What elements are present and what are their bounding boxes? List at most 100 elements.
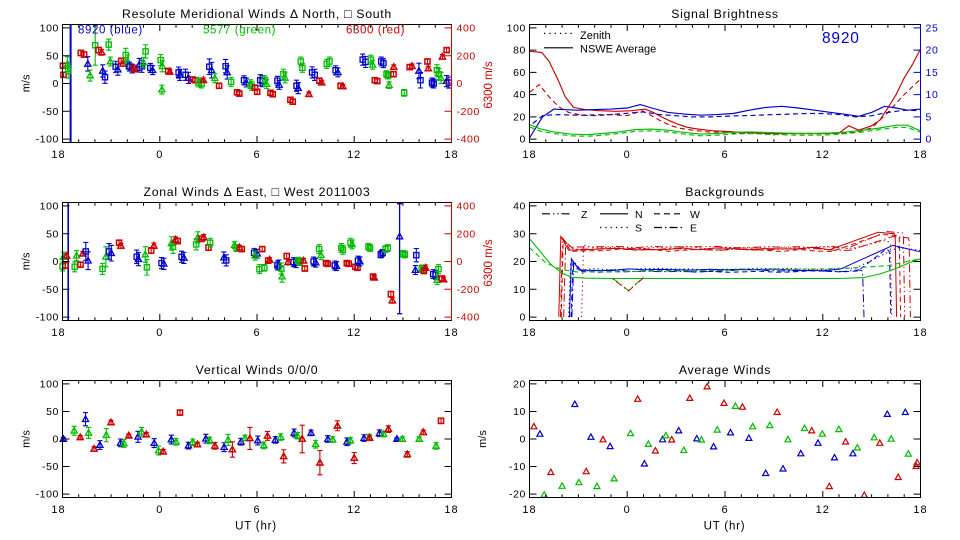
svg-text:N: N	[635, 209, 643, 221]
svg-text:m/s: m/s	[21, 252, 33, 270]
svg-text:18: 18	[51, 327, 65, 339]
svg-text:100: 100	[507, 23, 526, 35]
svg-text:18: 18	[913, 327, 927, 339]
svg-text:5: 5	[926, 112, 932, 124]
svg-text:Z: Z	[581, 209, 588, 221]
svg-text:0: 0	[926, 134, 932, 146]
svg-text:12: 12	[816, 149, 830, 161]
svg-text:NSWE Average: NSWE Average	[580, 44, 656, 56]
svg-text:-200: -200	[457, 106, 480, 118]
svg-text:18: 18	[913, 504, 927, 516]
svg-text:0: 0	[53, 434, 59, 446]
svg-text:18: 18	[522, 504, 536, 516]
svg-text:25: 25	[926, 23, 939, 35]
svg-text:18: 18	[444, 327, 458, 339]
svg-text:Backgrounds: Backgrounds	[685, 185, 764, 199]
svg-text:0: 0	[624, 504, 631, 516]
svg-text:18: 18	[522, 327, 536, 339]
svg-text:m/s: m/s	[21, 74, 33, 92]
svg-text:m/s: m/s	[21, 430, 33, 448]
svg-text:0: 0	[457, 256, 463, 268]
svg-text:18: 18	[444, 149, 458, 161]
svg-text:0: 0	[53, 78, 59, 90]
svg-text:400: 400	[457, 201, 476, 213]
svg-text:60: 60	[513, 67, 526, 79]
svg-text:6300 m/s: 6300 m/s	[483, 61, 495, 109]
svg-text:0: 0	[520, 134, 526, 146]
svg-text:5577 (green): 5577 (green)	[203, 25, 276, 37]
svg-text:12: 12	[347, 504, 361, 516]
svg-text:0: 0	[520, 312, 526, 324]
svg-text:Resolute Meridional Winds Δ No: Resolute Meridional Winds Δ North, □ Sou…	[122, 7, 392, 21]
svg-text:15: 15	[926, 67, 939, 79]
svg-text:Zenith: Zenith	[580, 30, 611, 42]
svg-text:100: 100	[40, 23, 59, 35]
svg-text:0: 0	[156, 504, 163, 516]
svg-text:18: 18	[51, 149, 65, 161]
svg-text:UT (hr): UT (hr)	[235, 521, 277, 533]
svg-text:UT (hr): UT (hr)	[704, 521, 746, 533]
svg-text:-100: -100	[36, 134, 59, 146]
svg-text:12: 12	[816, 327, 830, 339]
svg-text:Signal Brightness: Signal Brightness	[671, 7, 779, 21]
svg-text:18: 18	[522, 149, 536, 161]
svg-text:40: 40	[513, 201, 526, 213]
svg-text:20: 20	[513, 379, 526, 391]
svg-text:50: 50	[46, 406, 59, 418]
svg-text:-50: -50	[42, 461, 59, 473]
svg-text:12: 12	[347, 149, 361, 161]
svg-text:0: 0	[156, 149, 163, 161]
svg-text:18: 18	[444, 504, 458, 516]
svg-text:12: 12	[347, 327, 361, 339]
svg-text:6: 6	[253, 149, 260, 161]
svg-text:0: 0	[624, 149, 631, 161]
svg-text:18: 18	[913, 149, 927, 161]
svg-text:6: 6	[721, 504, 728, 516]
svg-text:10: 10	[513, 284, 526, 296]
svg-text:0: 0	[520, 434, 526, 446]
svg-text:6: 6	[253, 504, 260, 516]
svg-text:20: 20	[513, 112, 526, 124]
svg-text:0: 0	[457, 78, 463, 90]
svg-text:6300 (red): 6300 (red)	[346, 25, 405, 37]
svg-text:Vertical Winds 0/0/0: Vertical Winds 0/0/0	[196, 363, 319, 377]
svg-text:-20: -20	[509, 489, 526, 501]
svg-text:m/s: m/s	[477, 430, 489, 448]
svg-text:6300 m/s: 6300 m/s	[483, 239, 495, 287]
svg-text:20: 20	[513, 256, 526, 268]
svg-text:-400: -400	[457, 312, 480, 324]
svg-text:20: 20	[926, 45, 939, 57]
svg-text:8920 (blue): 8920 (blue)	[78, 25, 143, 37]
svg-text:10: 10	[926, 89, 939, 101]
svg-text:100: 100	[40, 201, 59, 213]
svg-text:-100: -100	[36, 489, 59, 501]
svg-text:40: 40	[513, 89, 526, 101]
svg-text:-100: -100	[36, 312, 59, 324]
svg-text:6: 6	[721, 149, 728, 161]
svg-text:0: 0	[53, 256, 59, 268]
svg-text:-50: -50	[42, 284, 59, 296]
svg-text:S: S	[635, 223, 642, 235]
svg-text:6: 6	[721, 327, 728, 339]
svg-text:-10: -10	[509, 461, 526, 473]
svg-text:W: W	[690, 209, 700, 221]
svg-text:200: 200	[457, 228, 476, 240]
svg-text:6: 6	[253, 327, 260, 339]
svg-text:100: 100	[40, 379, 59, 391]
svg-text:Average Winds: Average Winds	[679, 363, 771, 377]
svg-text:18: 18	[51, 504, 65, 516]
svg-text:50: 50	[46, 228, 59, 240]
svg-text:50: 50	[46, 50, 59, 62]
svg-text:10: 10	[513, 406, 526, 418]
svg-text:400: 400	[457, 23, 476, 35]
svg-text:-200: -200	[457, 284, 480, 296]
svg-text:-50: -50	[42, 106, 59, 118]
svg-text:E: E	[690, 223, 697, 235]
svg-text:Zonal Winds Δ East, □ West 201: Zonal Winds Δ East, □ West 2011003	[144, 185, 371, 199]
svg-text:-400: -400	[457, 134, 480, 146]
svg-text:200: 200	[457, 50, 476, 62]
svg-text:12: 12	[816, 504, 830, 516]
svg-text:30: 30	[513, 228, 526, 240]
svg-text:8920: 8920	[822, 30, 860, 47]
svg-text:0: 0	[156, 327, 163, 339]
